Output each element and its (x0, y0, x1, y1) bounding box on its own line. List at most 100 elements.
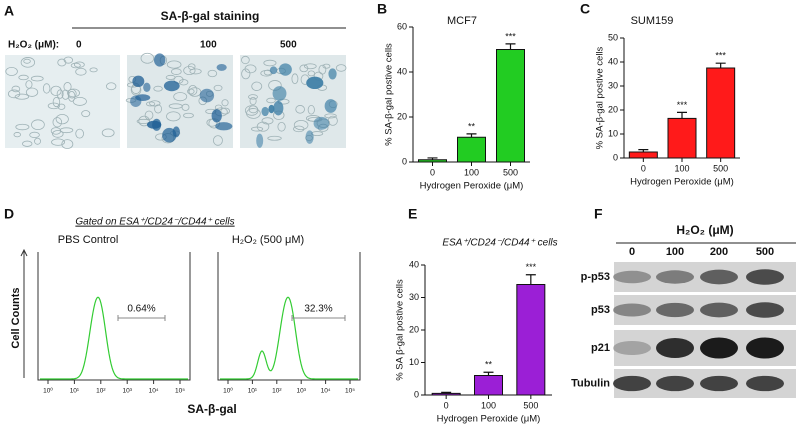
stained-cell (162, 127, 177, 143)
cell (166, 60, 182, 69)
row-label: Tubulin (571, 377, 610, 389)
cell (241, 55, 250, 65)
significance: ** (468, 121, 476, 131)
plot-frame (217, 252, 361, 381)
cell (50, 85, 62, 96)
cell (5, 66, 18, 76)
cell (241, 68, 251, 80)
x-axis-label: Hydrogen Peroxide (μM) (437, 414, 541, 425)
x-tick-label: 10² (96, 388, 106, 395)
cell (318, 64, 327, 75)
x-tick-label: 0 (430, 167, 435, 177)
cell (188, 84, 198, 96)
flow-y-label: Cell Counts (10, 287, 22, 348)
x-tick-label: 0 (444, 400, 449, 410)
y-tick-label: 60 (397, 21, 407, 31)
row-label: p53 (591, 304, 610, 316)
x-tick-label: 10⁴ (321, 388, 331, 395)
band (656, 375, 694, 392)
stained-cell (268, 104, 275, 114)
dose-label: H₂O₂ (μM): (8, 40, 59, 51)
y-tick-label: 40 (608, 56, 618, 66)
panel-letter: D (4, 206, 14, 222)
gate (291, 315, 346, 321)
band (700, 269, 738, 285)
x-tick-label: 10³ (122, 388, 132, 395)
y-tick-label: 20 (608, 104, 618, 114)
error-bar (525, 274, 536, 285)
band (746, 337, 784, 359)
band (700, 302, 738, 318)
dose: 100 (200, 40, 217, 51)
y-arrow (20, 248, 28, 378)
cell (56, 89, 64, 99)
band (656, 270, 694, 284)
cell (23, 58, 31, 64)
cell (256, 121, 270, 132)
bar (474, 375, 503, 396)
chart-title: ESA⁺/CD24⁻/CD44⁺ cells (442, 238, 557, 249)
stained-cell (273, 100, 284, 116)
cell (307, 105, 315, 115)
cell (51, 138, 65, 146)
cell (13, 132, 21, 138)
error-bar (441, 391, 452, 394)
x-tick-label: 100 (464, 167, 479, 177)
cell (173, 92, 188, 102)
cell (67, 91, 76, 102)
x-tick-label: 10¹ (70, 388, 80, 395)
cell (31, 119, 45, 131)
cell (171, 68, 182, 75)
y-tick-label: 0 (414, 389, 419, 399)
bar (496, 49, 525, 163)
bar (706, 67, 736, 159)
stained-cell (269, 66, 278, 75)
bar (667, 117, 697, 159)
gate-label: 0.64% (127, 304, 155, 315)
band (746, 375, 784, 392)
cell (303, 63, 317, 70)
cell (267, 135, 282, 141)
cell (251, 126, 264, 132)
stained-cell (272, 86, 287, 101)
band (613, 303, 651, 317)
stained-cell (216, 64, 227, 71)
row-label: p-p53 (581, 271, 610, 283)
cell (244, 105, 259, 116)
cell (248, 94, 258, 100)
y-axis-label: % SA β-gal postive cells (395, 279, 406, 381)
band (746, 302, 784, 318)
x-tick-label: 10⁵ (345, 388, 355, 395)
cell (57, 103, 66, 110)
x-tick-label: 10³ (296, 388, 306, 395)
cell (52, 97, 61, 108)
stained-cell (261, 106, 269, 117)
bar (457, 136, 486, 163)
cell (55, 113, 69, 125)
significance: ** (485, 360, 493, 370)
cell (181, 103, 190, 111)
cell (42, 83, 51, 94)
panel-letter: A (4, 3, 14, 19)
cell (183, 112, 194, 119)
cell (249, 96, 257, 106)
cell (7, 89, 21, 99)
y-tick-label: 20 (397, 111, 407, 121)
cell (89, 67, 98, 73)
error-bar (427, 157, 438, 160)
plot-frame (37, 252, 191, 381)
cell (154, 104, 163, 114)
stained-cell (130, 95, 142, 107)
cell (251, 81, 263, 91)
cell (221, 99, 229, 107)
panel-letter: C (580, 1, 590, 17)
y-tick-label: 0 (613, 152, 618, 162)
lane-label: 500 (756, 246, 774, 258)
bar (516, 284, 546, 396)
dose: 0 (76, 40, 82, 51)
cell (335, 64, 347, 72)
significance: *** (505, 31, 516, 41)
stained-cell (211, 109, 222, 123)
cell (178, 79, 189, 86)
